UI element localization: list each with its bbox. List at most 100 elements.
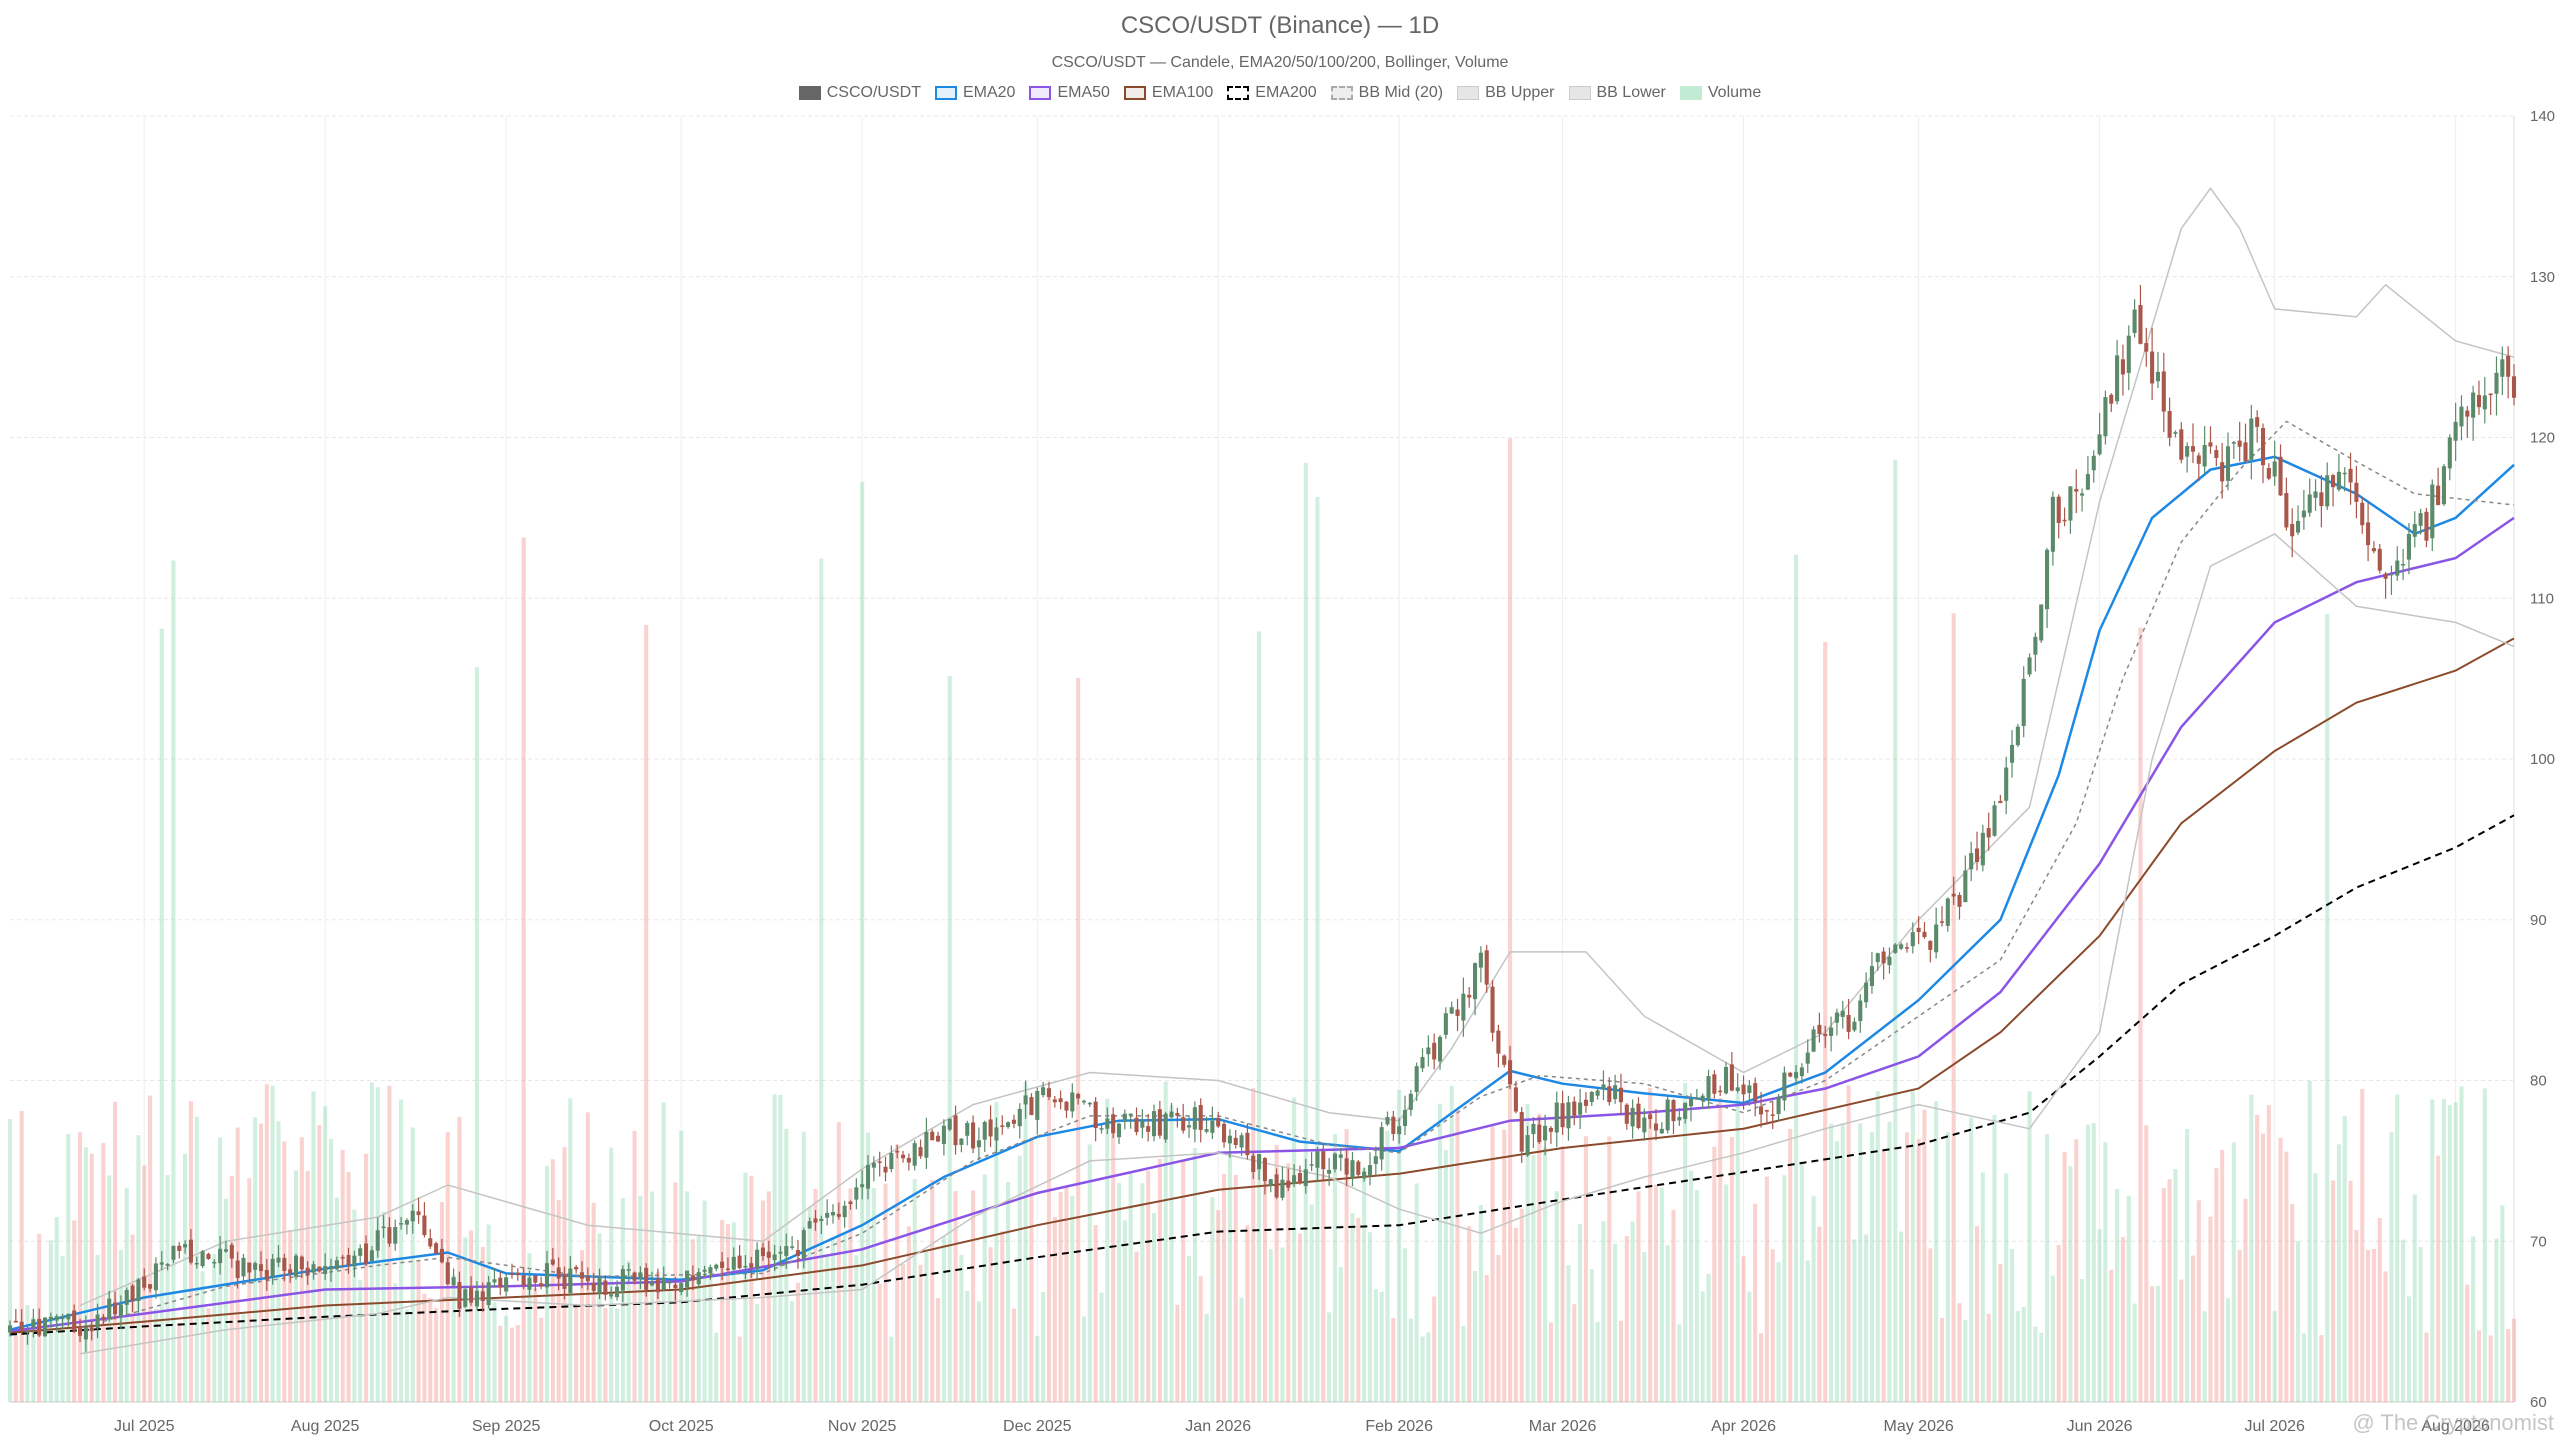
candle-body bbox=[2080, 493, 2085, 496]
candle-body bbox=[1315, 1151, 1320, 1168]
candle-body bbox=[679, 1283, 684, 1293]
candle-body bbox=[1227, 1135, 1232, 1144]
volume-bar bbox=[2091, 1123, 2096, 1402]
candle-body bbox=[1029, 1097, 1034, 1116]
volume-bar bbox=[1799, 1161, 1804, 1402]
candle-body bbox=[1969, 853, 1974, 870]
volume-bar bbox=[305, 1170, 310, 1402]
candle-body bbox=[504, 1277, 509, 1292]
volume-bar bbox=[1735, 1093, 1740, 1402]
volume-bar bbox=[1922, 1109, 1927, 1402]
x-tick-label: Dec 2025 bbox=[1003, 1418, 1072, 1435]
candle-body bbox=[1823, 1033, 1828, 1037]
candle-body bbox=[790, 1246, 795, 1248]
volume-bar bbox=[1875, 1091, 1880, 1402]
candle-body bbox=[1467, 994, 1472, 998]
candle-body bbox=[579, 1272, 585, 1279]
candle-body bbox=[801, 1230, 806, 1259]
x-tick-label: Jun 2026 bbox=[2067, 1418, 2133, 1435]
candle-body bbox=[2383, 573, 2388, 579]
volume-bar bbox=[1373, 1289, 1378, 1402]
candle-body bbox=[1496, 1030, 1501, 1054]
candle-body bbox=[1729, 1064, 1734, 1091]
legend-item[interactable]: EMA50 bbox=[1029, 84, 1110, 102]
candle-body bbox=[1332, 1153, 1338, 1170]
volume-bar bbox=[7, 1119, 13, 1402]
volume-bar bbox=[480, 1246, 485, 1402]
volume-bar bbox=[591, 1202, 596, 1402]
candle-body bbox=[1432, 1042, 1437, 1060]
volume-bar bbox=[1659, 1187, 1664, 1402]
volume-bar bbox=[1356, 1217, 1361, 1402]
candle-body bbox=[2033, 636, 2038, 655]
candle-body bbox=[13, 1320, 18, 1323]
volume-bar bbox=[1928, 1248, 1933, 1402]
volume-bar bbox=[1829, 1123, 1834, 1402]
volume-bar bbox=[1980, 1172, 1985, 1402]
volume-bar bbox=[101, 1142, 106, 1402]
volume-bar bbox=[1618, 1320, 1624, 1402]
candle-body bbox=[883, 1166, 888, 1173]
candle-body bbox=[1776, 1096, 1781, 1115]
volume-bar bbox=[830, 1237, 836, 1402]
candle-body bbox=[1805, 1052, 1810, 1064]
volume-bar bbox=[159, 628, 164, 1402]
volume-bar bbox=[2214, 1168, 2219, 1402]
legend-item[interactable]: BB Mid (20) bbox=[1330, 84, 1443, 102]
volume-bar bbox=[1309, 1204, 1314, 1402]
candle-body bbox=[2430, 484, 2435, 539]
candle-body bbox=[2231, 442, 2236, 444]
legend-label: Volume bbox=[1707, 84, 1762, 101]
volume-bar bbox=[1122, 1220, 1127, 1402]
volume-bar bbox=[2506, 1329, 2511, 1402]
volume-bar bbox=[399, 1099, 404, 1402]
candle-body bbox=[755, 1249, 760, 1270]
volume-bar bbox=[1461, 1325, 1466, 1402]
candle-body bbox=[2138, 305, 2143, 344]
candle-body bbox=[1443, 1013, 1448, 1035]
volume-bar bbox=[1764, 1176, 1769, 1402]
candle-body bbox=[457, 1281, 462, 1309]
chart-legend: CSCO/USDT EMA20 EMA50 EMA100 EMA200 BB Mid (2… bbox=[0, 84, 2560, 102]
candle-body bbox=[72, 1310, 77, 1331]
candle-body bbox=[410, 1210, 415, 1222]
volume-bar bbox=[1204, 1313, 1209, 1402]
candle-body bbox=[947, 1118, 952, 1130]
candle-body bbox=[2319, 492, 2324, 507]
legend-item[interactable]: CSCO/USDT bbox=[798, 84, 921, 102]
legend-item[interactable]: Volume bbox=[1679, 84, 1762, 102]
candle-body bbox=[2085, 474, 2090, 490]
candle-body bbox=[2249, 418, 2254, 460]
candle-body bbox=[422, 1215, 427, 1236]
volume-bar bbox=[1887, 1121, 1892, 1402]
volume-bar bbox=[1823, 641, 1828, 1402]
volume-bar bbox=[369, 1082, 374, 1402]
legend-item[interactable]: EMA20 bbox=[934, 84, 1015, 102]
volume-bar bbox=[1321, 1173, 1326, 1402]
y-tick-label: 110 bbox=[2530, 590, 2554, 607]
volume-bar bbox=[1934, 1101, 1939, 1402]
legend-item[interactable]: EMA100 bbox=[1123, 84, 1213, 102]
volume-bar bbox=[358, 1279, 363, 1402]
candle-body bbox=[393, 1227, 398, 1244]
volume-bar bbox=[474, 667, 479, 1402]
volume-bar bbox=[574, 1303, 579, 1402]
volume-bar bbox=[609, 1147, 614, 1402]
candle-body bbox=[1753, 1083, 1758, 1102]
y-tick-label: 100 bbox=[2530, 751, 2555, 768]
legend-item[interactable]: BB Lower bbox=[1568, 84, 1666, 102]
legend-item[interactable]: EMA200 bbox=[1227, 84, 1317, 102]
volume-bar bbox=[422, 1293, 427, 1402]
candle-body bbox=[1461, 993, 1466, 1021]
candle-body bbox=[533, 1275, 538, 1283]
volume-bar bbox=[1262, 1161, 1267, 1402]
legend-item[interactable]: BB Upper bbox=[1457, 84, 1555, 102]
volume-bar bbox=[2132, 1303, 2137, 1402]
candle-body bbox=[1210, 1120, 1215, 1133]
volume-bar bbox=[1817, 1226, 1822, 1402]
volume-bar bbox=[638, 1195, 643, 1402]
x-tick-label: Jul 2026 bbox=[2244, 1418, 2305, 1435]
candle-body bbox=[2179, 429, 2184, 460]
volume-bar bbox=[1011, 1308, 1016, 1402]
candle-body bbox=[264, 1269, 269, 1280]
